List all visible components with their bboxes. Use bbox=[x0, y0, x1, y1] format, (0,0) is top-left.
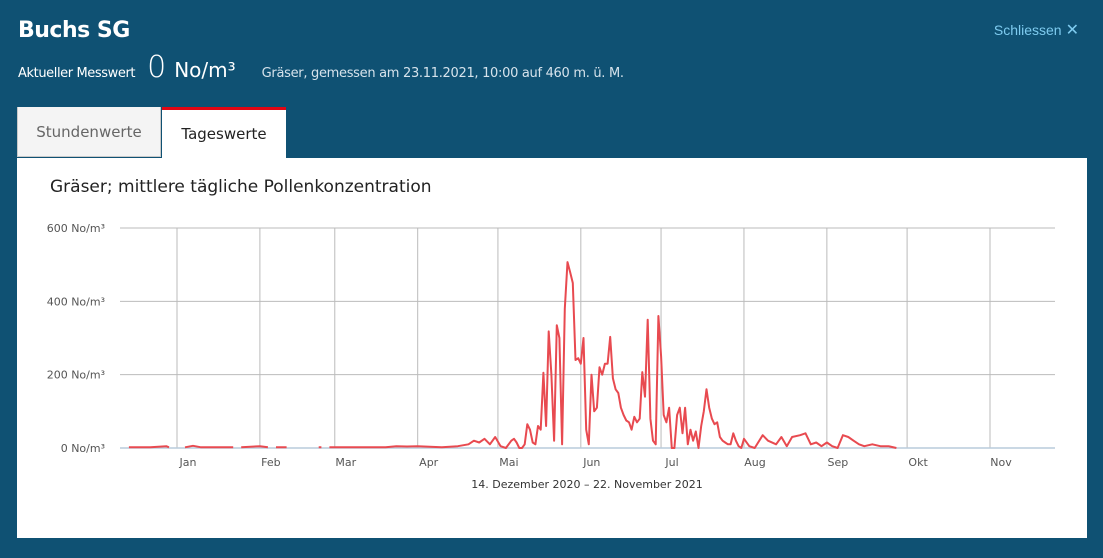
station-title: Buchs SG bbox=[18, 18, 130, 43]
y-tick-label: 600 No/m³ bbox=[47, 222, 105, 235]
close-button[interactable]: Schliessen ✕ bbox=[994, 20, 1079, 40]
tab-tageswerte[interactable]: Tageswerte bbox=[162, 107, 286, 158]
line-chart: 0 No/m³ 200 No/m³ 400 No/m³ 600 No/m³ Jan Feb… bbox=[47, 222, 1055, 491]
y-tick-label: 400 No/m³ bbox=[47, 295, 105, 308]
x-tick-label: Okt bbox=[908, 456, 928, 469]
x-tick-label: Feb bbox=[261, 456, 280, 469]
measurement-info: Gräser, gemessen am 23.11.2021, 10:00 au… bbox=[261, 66, 624, 81]
x-tick-label: Aug bbox=[744, 456, 765, 469]
close-x-icon: ✕ bbox=[1065, 22, 1079, 39]
current-unit: No/m³ bbox=[174, 58, 236, 82]
current-measurement: Aktueller Messwert 0 No/m³ Gräser, gemes… bbox=[18, 50, 624, 85]
y-tick-label: 200 No/m³ bbox=[47, 369, 105, 382]
tab-stundenwerte[interactable]: Stundenwerte bbox=[17, 107, 161, 157]
current-value: 0 bbox=[147, 50, 167, 85]
chart-panel: Gräser; mittlere tägliche Pollenkonzentr… bbox=[17, 158, 1087, 538]
current-label: Aktueller Messwert bbox=[18, 66, 136, 81]
x-axis-label: 14. Dezember 2020 – 22. November 2021 bbox=[471, 478, 702, 491]
x-tick-label: Jul bbox=[664, 456, 678, 469]
x-tick-label: Jan bbox=[179, 456, 197, 469]
x-tick-label: Jun bbox=[582, 456, 600, 469]
x-tick-label: Mar bbox=[335, 456, 356, 469]
x-tick-label: Mai bbox=[499, 456, 518, 469]
x-tick-label: Nov bbox=[990, 456, 1012, 469]
x-tick-label: Sep bbox=[827, 456, 848, 469]
series-line bbox=[128, 261, 897, 449]
y-tick-label: 0 No/m³ bbox=[61, 442, 105, 455]
x-tick-label: Apr bbox=[419, 456, 439, 469]
close-label: Schliessen bbox=[993, 22, 1062, 38]
chart-title: Gräser; mittlere tägliche Pollenkonzentr… bbox=[50, 177, 432, 197]
